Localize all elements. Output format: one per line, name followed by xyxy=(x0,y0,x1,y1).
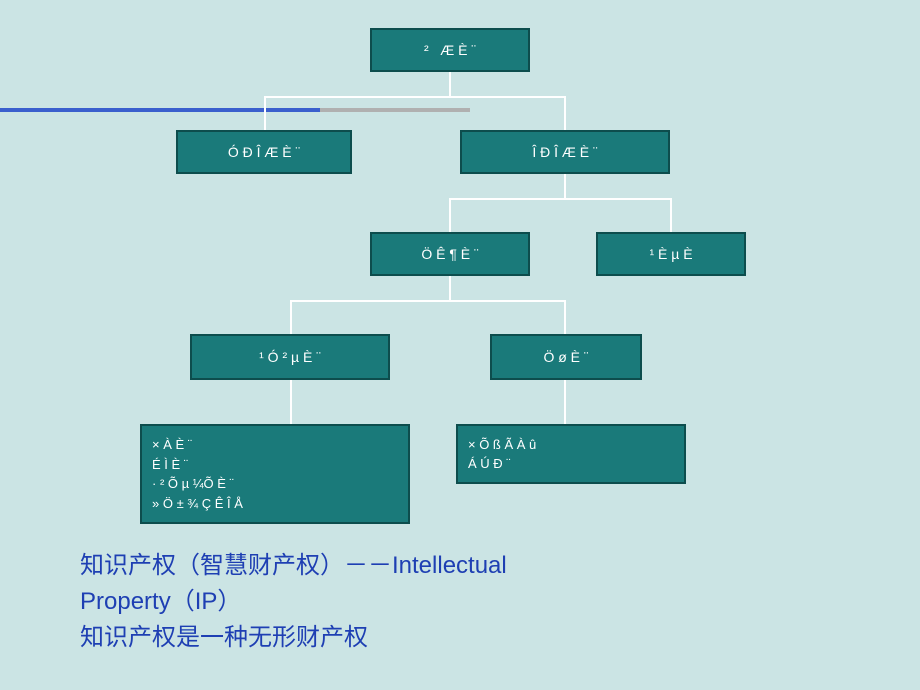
connector xyxy=(564,174,566,198)
node-label: ¹ Ó ² µ È ¨ xyxy=(259,348,321,367)
node-label: Î Ð Î Æ È ¨ xyxy=(532,143,597,162)
node-list-line: Á Ú Ð ¨ xyxy=(468,454,511,474)
node-l2b: Î Ð Î Æ È ¨ xyxy=(460,130,670,174)
node-l4a: ¹ Ó ² µ È ¨ xyxy=(190,334,390,380)
connector xyxy=(449,198,672,200)
accent-line-gray xyxy=(320,108,470,112)
node-l2a: Ó Ð Î Æ È ¨ xyxy=(176,130,352,174)
connector xyxy=(670,198,672,232)
node-label: Ö ø È ¨ xyxy=(543,348,588,367)
connector xyxy=(264,96,266,130)
caption-line-1: 知识产权（智慧财产权）－－Intellectual xyxy=(80,548,840,584)
node-label: Ó Ð Î Æ È ¨ xyxy=(228,143,300,162)
node-label: ² Æ È ¨ xyxy=(424,41,476,60)
connector xyxy=(564,96,566,130)
connector xyxy=(264,96,566,98)
accent-line-blue xyxy=(0,108,320,112)
node-l4b: Ö ø È ¨ xyxy=(490,334,642,380)
connector xyxy=(564,380,566,424)
connector xyxy=(290,300,566,302)
node-list-line: É Ì È ¨ xyxy=(152,455,188,475)
node-l3b: ¹ È µ È xyxy=(596,232,746,276)
node-label: ¹ È µ È xyxy=(649,245,692,264)
connector xyxy=(449,198,451,232)
node-root: ² Æ È ¨ xyxy=(370,28,530,72)
node-l5b: × Õ ß Ã À ûÁ Ú Ð ¨ xyxy=(456,424,686,484)
caption-line-3: 知识产权是一种无形财产权 xyxy=(80,620,840,656)
connector xyxy=(564,300,566,334)
connector xyxy=(449,276,451,300)
node-label: Ö Ê ¶ È ¨ xyxy=(421,245,478,264)
node-list-line: » Ö ± ¾ Ç Ê Î Å xyxy=(152,494,243,514)
connector xyxy=(449,72,451,96)
caption-line-2: Property（IP） xyxy=(80,584,840,620)
node-l3a: Ö Ê ¶ È ¨ xyxy=(370,232,530,276)
connector xyxy=(290,380,292,424)
node-l5a: × À È ¨É Ì È ¨· ² Õ µ ¼Õ È ¨» Ö ± ¾ Ç Ê … xyxy=(140,424,410,524)
node-list-line: × Õ ß Ã À û xyxy=(468,435,536,455)
caption: 知识产权（智慧财产权）－－Intellectual Property（IP） 知… xyxy=(80,548,840,656)
slide: ² Æ È ¨ Ó Ð Î Æ È ¨ Î Ð Î Æ È ¨ Ö Ê ¶ È … xyxy=(0,0,920,690)
node-list-line: × À È ¨ xyxy=(152,435,192,455)
node-list-line: · ² Õ µ ¼Õ È ¨ xyxy=(152,474,234,494)
connector xyxy=(290,300,292,334)
